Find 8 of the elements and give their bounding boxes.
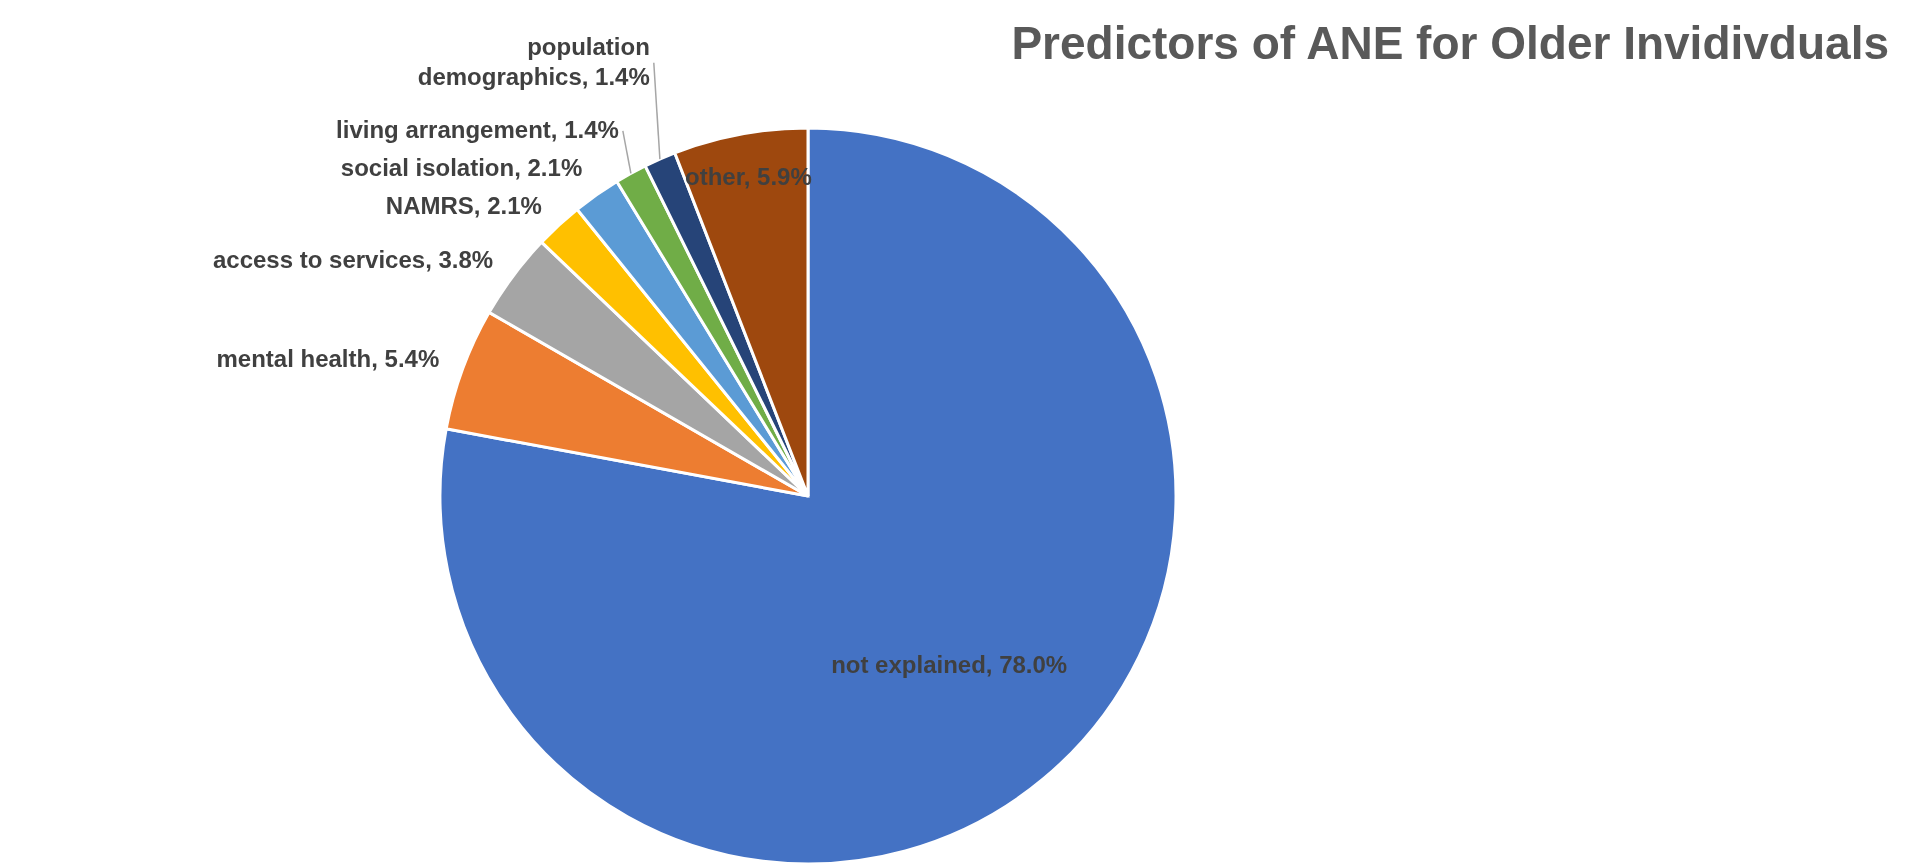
slice-label: NAMRS, 2.1% [385, 191, 542, 219]
slice-label: access to services, 3.8% [212, 245, 494, 273]
slice-label: population demographics, 1.4% [417, 32, 650, 90]
slice-label: living arrangement, 1.4% [336, 115, 619, 143]
slice-label: mental health, 5.4% [216, 345, 440, 373]
slice-label: social isolation, 2.1% [340, 153, 583, 181]
slice-label: not explained, 78.0% [831, 650, 1068, 678]
text: Predictors of ANE for Older Invidivduals [1011, 17, 1889, 69]
